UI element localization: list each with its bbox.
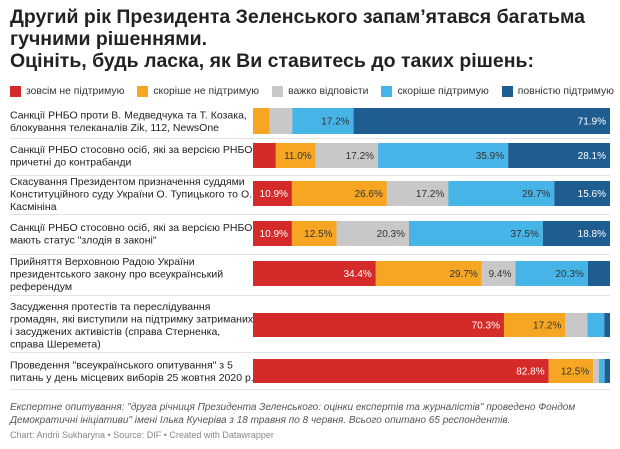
data-label: 26.6% [355,189,383,200]
data-label: 82.8% [516,367,544,378]
bar-segment [291,181,387,206]
bar-segment [292,108,354,134]
bar-segment [253,143,276,168]
legend-item: скоріше підтримую [381,85,489,97]
title-line-1: Другий рік Президента Зеленського запам’… [10,6,586,28]
bar-segment [598,359,605,383]
bar-segment [386,181,449,206]
data-label: 20.3% [377,229,405,240]
bar-segment [253,181,292,206]
category-label: Проведення "всеукраїнського опитування" … [10,360,254,385]
legend-swatch [10,85,21,97]
data-label: 10.9% [260,229,288,240]
data-label: 20.3% [556,269,584,280]
legend-item: важко відповісти [272,85,369,97]
bar-segment [508,143,610,168]
bar-segment [253,261,376,286]
category-label: Санкції РНБО проти В. Медведчука та Т. К… [10,110,247,135]
legend-swatch [501,85,513,97]
data-label: 29.7% [522,189,550,200]
data-label: 11.0% [284,151,312,162]
data-label: 17.2% [533,321,561,332]
data-label: 15.6% [578,189,606,200]
legend-label: важко відповісти [288,85,369,97]
category-label: Засудження протестів та переслідування гр… [10,301,254,351]
bar-segment [481,261,516,286]
bar-segment [375,261,482,286]
bar-segment [554,181,610,206]
bar-segment [604,313,610,337]
bar-segment [353,108,610,134]
data-label: 17.2% [321,117,349,128]
bar-segment [269,108,293,134]
bar-segment [253,108,270,134]
data-label: 17.2% [346,151,374,162]
data-label: 70.3% [472,321,500,332]
legend-swatch [272,85,284,97]
bar-segment [336,221,410,246]
bar-segment [253,313,504,337]
bar-segment [587,261,610,286]
title-line-3: Оцініть, будь ласка, як Ви ставитесь до … [10,50,535,72]
bar-segment [291,221,337,246]
bar-segment [378,143,509,168]
chart-title: Другий рік Президента Зеленського запам’… [10,6,614,72]
bar-segment [548,359,594,383]
notes-line-2: Демократичні ініціативи" імені Ілька Куч… [10,414,511,426]
legend-swatch [381,85,393,97]
data-label: 10.9% [260,189,288,200]
category-label: Скасування Президентом призначення суддя… [10,176,252,213]
bar-segment [587,313,605,337]
data-label: 18.8% [578,229,606,240]
legend-label: зовсім не підтримую [26,85,125,97]
notes-line-1: Експертне опитування: "друга річниця Пре… [10,402,576,413]
bar-segment [448,181,555,206]
data-label: 37.5% [511,229,539,240]
legend-item: скоріше не підтримую [137,85,260,97]
chart-credit: Chart: Andrii Sukharyna • Source: DIF • … [10,430,274,440]
bar-segment [565,313,588,337]
bar-segment [593,359,599,383]
bar-segment [275,143,316,168]
legend-label: скоріше підтримую [397,85,489,97]
bar-segment [515,261,588,286]
data-label: 28.1% [578,151,606,162]
chart-notes: Експертне опитування: "друга річниця Пре… [10,402,610,427]
legend-item: зовсім не підтримую [10,85,125,97]
data-label: 17.2% [416,189,444,200]
category-label: Санкції РНБО стосовно осіб, які за версі… [10,144,252,169]
bar-segment [542,221,610,246]
legend-item: повністю підтримую [501,85,614,97]
legend-swatch [137,85,149,97]
title-line-2: гучними рішеннями. [10,28,208,50]
category-label: Санкції РНБО стосовно осіб, які за версі… [10,222,252,247]
legend-label: повністю підтримую [517,85,614,97]
data-label: 12.5% [304,229,332,240]
data-label: 9.4% [489,269,512,280]
data-label: 34.4% [343,269,371,280]
bar-segment [604,359,610,383]
data-label: 29.7% [449,269,477,280]
bar-segment [503,313,566,337]
bar-segment [253,359,549,383]
bar-segment [253,221,292,246]
category-label: Прийняття Верховною Радою України президе… [10,256,223,293]
data-label: 35.9% [476,151,504,162]
legend-label: скоріше не підтримую [153,85,260,97]
bar-segment [409,221,543,246]
legend: зовсім не підтримую скоріше не підтримую в… [10,84,620,98]
data-label: 71.9% [578,117,606,128]
data-label: 12.5% [561,367,589,378]
bar-segment [315,143,379,168]
